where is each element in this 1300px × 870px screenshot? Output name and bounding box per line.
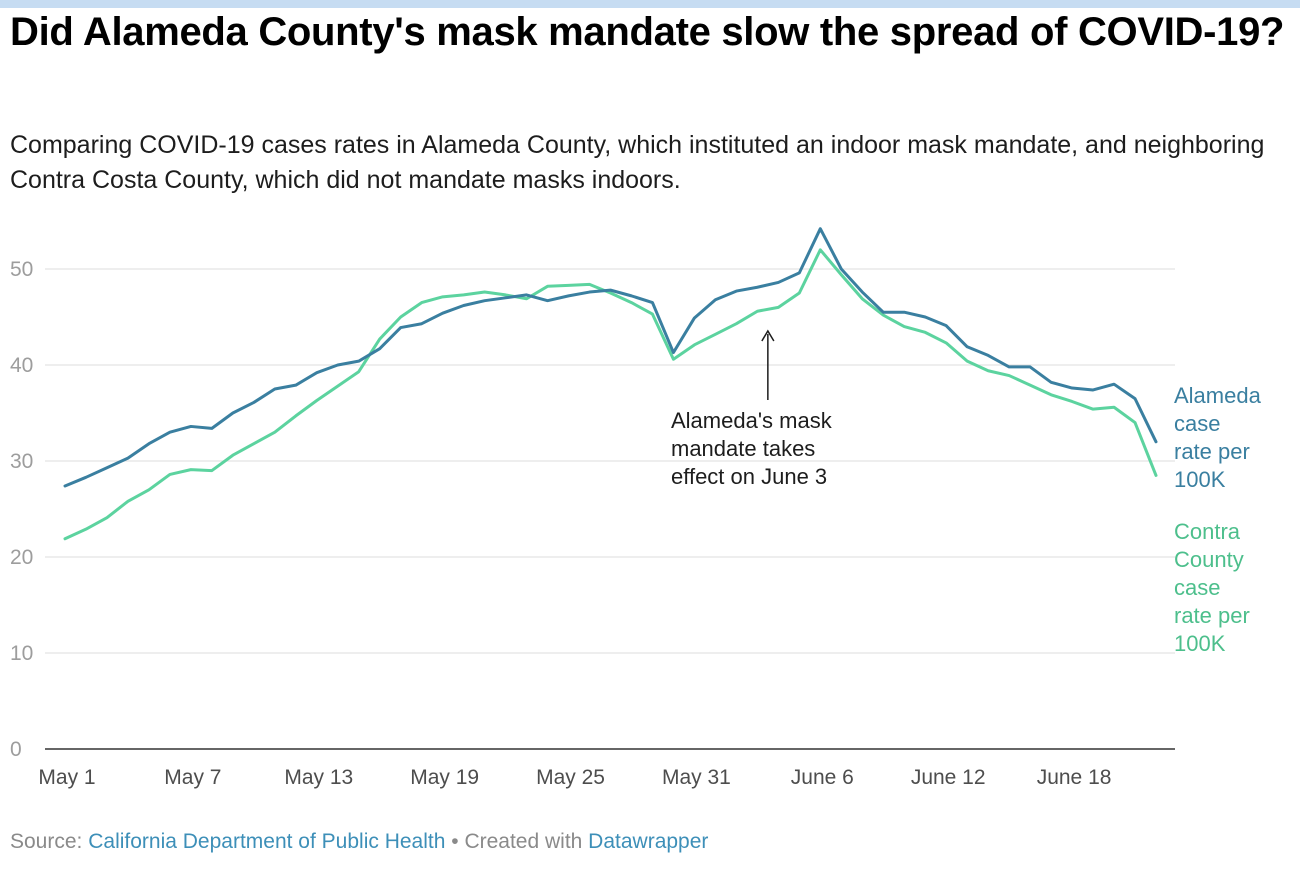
contra-costa-label-line: 100K [1174, 631, 1226, 656]
y-tick-label: 50 [10, 258, 33, 281]
x-tick-label: May 31 [662, 766, 731, 789]
top-accent-bar [0, 0, 1300, 8]
source-footer: Source: California Department of Public … [10, 830, 708, 854]
contra-costa-label-line: rate per [1174, 603, 1250, 628]
line-chart: 0 10 20 30 40 50 May 1 May 7 May 13 May 19 May 25… [10, 227, 1262, 789]
chart-title: Did Alameda County's mask mandate slow t… [10, 10, 1285, 54]
gridlines [45, 268, 1175, 750]
contra-costa-label-line: case [1174, 575, 1220, 600]
x-tick-label: May 7 [164, 766, 221, 789]
source-label: Source: [10, 830, 83, 853]
annotation-text-line: Alameda's mask [671, 408, 833, 433]
contra-costa-series-line [63, 248, 1158, 541]
mandate-annotation: Alameda's mask mandate takes effect on Jun… [671, 329, 833, 489]
alameda-label-line: case [1174, 411, 1220, 436]
x-tick-label: May 13 [284, 766, 353, 789]
y-tick-label: 30 [10, 450, 33, 473]
annotation-text-line: effect on June 3 [671, 464, 827, 489]
x-tick-label: June 12 [911, 766, 986, 789]
annotation-text-line: mandate takes [671, 436, 815, 461]
x-tick-label: May 25 [536, 766, 605, 789]
contra-costa-label-line: Contra [1174, 519, 1241, 544]
alameda-label-line: Alameda [1174, 383, 1262, 408]
x-tick-label: June 6 [791, 766, 854, 789]
y-tick-label: 10 [10, 642, 33, 665]
source-link[interactable]: California Department of Public Health [88, 830, 446, 853]
chart-subtitle: Comparing COVID-19 cases rates in Alamed… [10, 131, 1265, 194]
y-tick-label: 40 [10, 354, 33, 377]
x-tick-label: May 19 [410, 766, 479, 789]
alameda-label-line: rate per [1174, 439, 1250, 464]
datawrapper-link[interactable]: Datawrapper [588, 830, 709, 853]
line-labels: Alameda case rate per 100K Contra County case r… [1174, 383, 1262, 656]
footer-separator: • [445, 830, 465, 853]
x-tick-label: May 1 [38, 766, 95, 789]
x-axis-ticks: May 1 May 7 May 13 May 19 May 25 May 31 June 6… [38, 766, 1111, 789]
y-axis-ticks: 0 10 20 30 40 50 [10, 258, 33, 761]
series-lines [63, 227, 1158, 541]
y-tick-label: 0 [10, 738, 22, 761]
created-label: Created with [464, 830, 583, 853]
annotation-arrow-head [761, 329, 775, 342]
alameda-series-line [63, 227, 1158, 488]
x-tick-label: June 18 [1037, 766, 1112, 789]
contra-costa-label-line: County [1174, 547, 1244, 572]
alameda-label-line: 100K [1174, 467, 1226, 492]
y-tick-label: 20 [10, 546, 33, 569]
